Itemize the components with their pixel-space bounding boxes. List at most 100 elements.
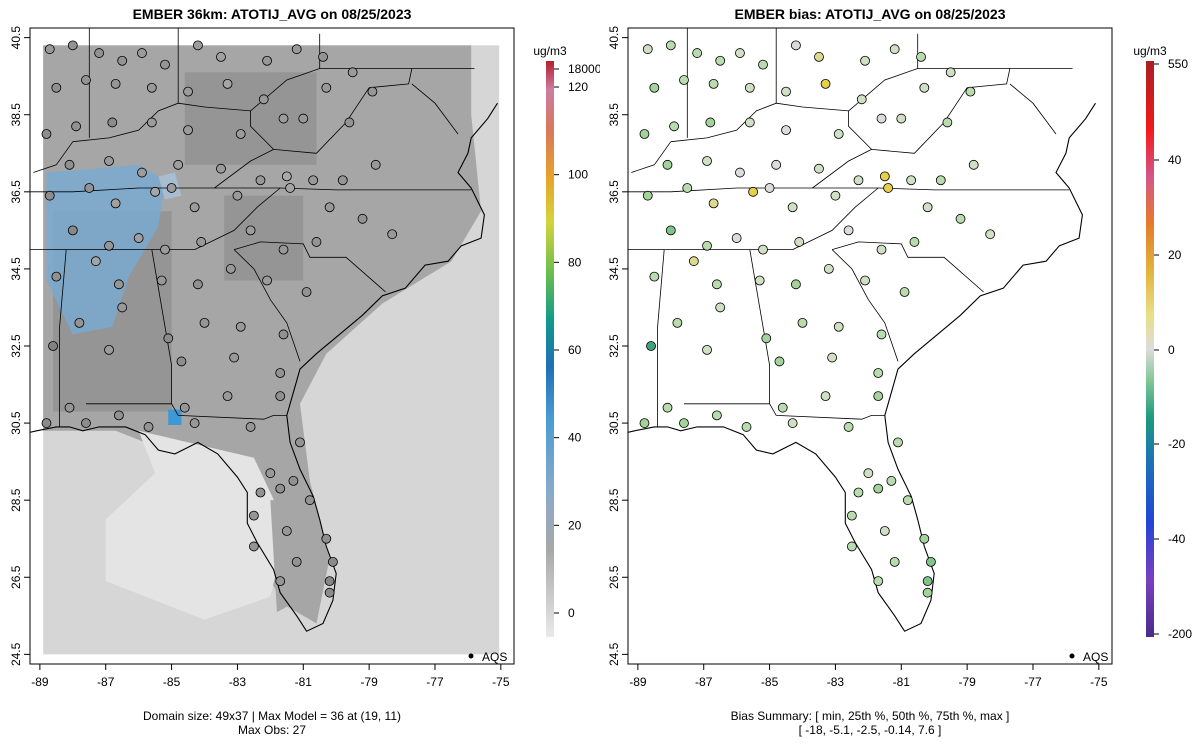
- aqs-site-marker: [160, 59, 170, 70]
- aqs-site-marker: [916, 52, 926, 62]
- state-border: [233, 249, 301, 362]
- colorbar-tick-label: 120: [568, 80, 588, 94]
- colorbar-tick-label: 80: [568, 255, 582, 269]
- aqs-site-marker: [64, 402, 75, 413]
- state-border: [812, 187, 1070, 191]
- right-map-background: [628, 28, 1112, 664]
- model-grid-cell: [224, 195, 304, 281]
- aqs-site-marker: [229, 352, 240, 363]
- x-tick-label: -77: [426, 675, 444, 689]
- aqs-site-marker: [879, 171, 890, 182]
- aqs-site-marker: [216, 163, 226, 174]
- aqs-site-marker: [735, 167, 745, 178]
- x-tick-label: -79: [360, 675, 378, 689]
- aqs-site-marker: [820, 78, 831, 89]
- state-border: [86, 403, 287, 420]
- y-tick-label: 38.5: [607, 103, 621, 127]
- aqs-site-marker: [843, 225, 854, 236]
- left-map-plot: -89 -87 -85 -83 -81 -79 -77 -75 24.5 26.5 28.5 30.5…: [9, 26, 600, 689]
- aqs-site-marker: [843, 422, 854, 432]
- aqs-site-marker: [846, 541, 857, 552]
- aqs-site-marker: [642, 44, 653, 55]
- aqs-site-marker: [853, 487, 864, 498]
- x-tick-label: -83: [229, 675, 247, 689]
- aqs-site-marker: [295, 437, 305, 448]
- aqs-site-marker: [893, 437, 903, 448]
- aqs-site-marker: [702, 344, 712, 355]
- colorbar-tick-label: 0: [1168, 343, 1175, 357]
- aqs-site-marker: [761, 333, 772, 344]
- aqs-site-marker: [216, 52, 226, 62]
- aqs-site-marker: [873, 391, 884, 402]
- y-tick-label: 40.5: [9, 26, 23, 50]
- x-tick-label: -81: [893, 675, 911, 689]
- state-border: [792, 187, 879, 250]
- state-border: [831, 249, 899, 362]
- state-border: [848, 33, 919, 112]
- aqs-site-marker: [110, 78, 121, 89]
- aqs-site-marker: [324, 202, 335, 213]
- aqs-site-marker: [71, 121, 81, 132]
- aqs-site-marker: [968, 159, 979, 170]
- aqs-site-marker: [833, 129, 844, 139]
- aqs-site-marker: [160, 244, 170, 255]
- aqs-site-marker: [764, 183, 775, 193]
- aqs-site-marker: [682, 183, 693, 193]
- aqs-site-marker: [291, 556, 302, 567]
- aqs-site-marker: [235, 129, 246, 139]
- state-border: [871, 68, 1011, 154]
- aqs-site-marker: [639, 129, 650, 139]
- state-border: [812, 110, 873, 189]
- aqs-site-marker: [281, 171, 292, 182]
- x-tick-label: -83: [827, 675, 845, 689]
- colorbar-tick-label: 0: [568, 606, 575, 620]
- colorbar-tick-label: 40: [1168, 153, 1182, 167]
- aqs-site-marker: [104, 344, 114, 355]
- y-tick-label: 40.5: [607, 26, 621, 50]
- aqs-site-marker: [711, 279, 722, 290]
- x-tick-label: -75: [492, 675, 510, 689]
- state-border: [72, 102, 251, 143]
- colorbar-tick-label: 20: [568, 518, 582, 532]
- aqs-site-marker: [688, 256, 699, 267]
- aqs-site-marker: [304, 495, 315, 506]
- y-tick-label: 36.5: [607, 180, 621, 204]
- aqs-site-marker: [324, 576, 335, 587]
- aqs-site-marker: [291, 44, 302, 55]
- colorbar-tick-label: 100: [568, 168, 588, 182]
- state-border: [1009, 83, 1057, 135]
- aqs-site-marker: [715, 55, 726, 66]
- x-tick-label: -75: [1090, 675, 1108, 689]
- aqs-site-marker: [81, 75, 91, 85]
- aqs-site-marker: [883, 183, 894, 193]
- aqs-site-marker: [189, 418, 200, 428]
- aqs-site-marker: [193, 40, 203, 51]
- model-grid-cell: [105, 430, 287, 620]
- aqs-site-marker: [902, 495, 913, 506]
- aqs-site-marker: [926, 556, 936, 567]
- aqs-site-marker: [797, 317, 808, 328]
- aqs-site-marker: [922, 576, 933, 587]
- aqs-site-marker: [708, 78, 719, 89]
- aqs-site-marker: [741, 422, 752, 432]
- legend-dot-icon: [468, 653, 474, 659]
- aqs-site-marker: [669, 121, 679, 132]
- aqs-site-marker: [64, 159, 75, 170]
- colorbar-ramp: [1146, 61, 1154, 637]
- aqs-site-marker: [873, 576, 884, 587]
- aqs-site-marker: [321, 82, 332, 93]
- aqs-site-marker: [225, 264, 236, 274]
- aqs-site-marker: [248, 541, 259, 552]
- aqs-site-marker: [846, 510, 857, 521]
- state-border: [33, 141, 74, 173]
- aqs-site-marker: [873, 368, 884, 378]
- colorbar-units: ug/m3: [1133, 44, 1167, 58]
- aqs-site-marker: [255, 175, 266, 186]
- right-summary-line1: Bias Summary: [ min, 25th %, 50th %, 75t…: [730, 709, 1010, 723]
- aqs-site-marker: [262, 275, 272, 286]
- aqs-site-marker: [245, 422, 256, 432]
- y-tick-label: 36.5: [9, 180, 23, 204]
- colorbar-tick-label: 18000: [568, 62, 600, 76]
- right-map-title: EMBER bias: ATOTIJ_AVG on 08/25/2023: [734, 6, 1006, 22]
- aqs-site-marker: [896, 113, 907, 124]
